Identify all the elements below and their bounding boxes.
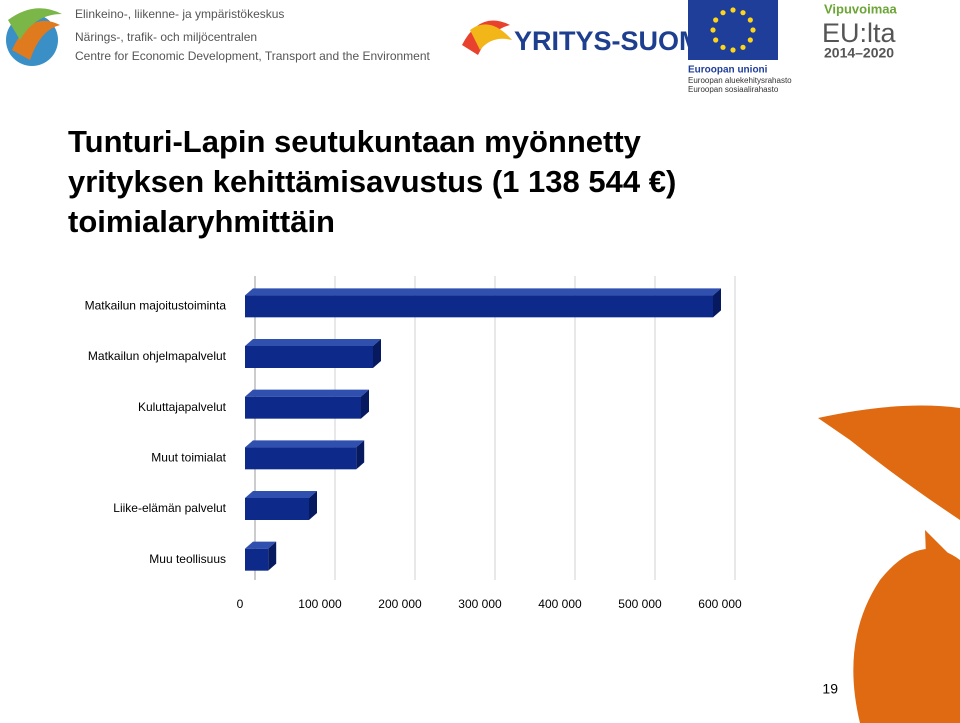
bar-top [245, 389, 369, 397]
bar-top [245, 440, 365, 448]
logo-text: Elinkeino-, liikenne- ja ympäristökeskus [75, 7, 284, 21]
logo-text: Närings-, trafik- och miljöcentralen [75, 30, 257, 44]
vipuvoimaa-logo: Vipuvoimaa EU:lta 2014–2020 [822, 1, 898, 60]
yritys-suomi-logo: YRITYS-SUOMI [462, 20, 709, 56]
eu-star [720, 10, 726, 16]
x-tick-label: 300 000 [458, 597, 502, 611]
eu-star [720, 44, 726, 50]
bar-side [268, 541, 277, 571]
eu-star [740, 10, 746, 16]
logo-shape [8, 8, 62, 40]
eu-star [710, 27, 716, 33]
x-tick-label: 100 000 [298, 597, 342, 611]
eu-star [730, 7, 736, 13]
logo-text: 2014–2020 [824, 45, 894, 61]
y-tick-label: Liike-elämän palvelut [113, 501, 226, 515]
bar-top [245, 288, 721, 296]
logo-text: Euroopan aluekehitysrahasto [688, 76, 792, 85]
y-tick-label: Kuluttajapalvelut [138, 400, 227, 414]
logo-text: Centre for Economic Development, Transpo… [75, 49, 431, 63]
title-line: Tunturi-Lapin seutukuntaan myönnetty [68, 124, 642, 159]
eu-logo: Euroopan unioni Euroopan aluekehitysraha… [688, 0, 792, 94]
eu-star [747, 17, 753, 23]
eu-star [713, 37, 719, 43]
eu-star [713, 17, 719, 23]
decoration [818, 405, 960, 723]
bar-side [309, 491, 317, 520]
bar [245, 498, 309, 520]
logo-text: Euroopan unioni [688, 65, 768, 76]
ely-logo: Elinkeino-, liikenne- ja ympäristökeskus… [6, 7, 431, 66]
y-tick-label: Muut toimialat [151, 451, 226, 465]
logo-text: Vipuvoimaa [824, 1, 898, 16]
logo-shape [470, 24, 512, 50]
bar [245, 548, 269, 571]
bar-side [713, 288, 721, 318]
logo-text: EU:lta [822, 18, 897, 48]
eu-star [740, 44, 746, 50]
page-number: 19 [822, 681, 838, 697]
x-tick-label: 400 000 [538, 597, 582, 611]
bar-top [245, 541, 277, 549]
logo-text: YRITYS-SUOMI [514, 26, 709, 56]
bar-chart: 0 100 000 200 000 300 000 400 000 500 000 600 … [85, 276, 742, 611]
bar-side [356, 440, 365, 470]
bar-side [373, 339, 381, 368]
eu-star [750, 27, 756, 33]
bar [245, 396, 361, 419]
orange-shape [915, 530, 960, 723]
eu-star [730, 47, 736, 53]
x-tick-label: 500 000 [618, 597, 662, 611]
logo-text: Euroopan sosiaalirahasto [688, 85, 779, 94]
logo-shape [12, 20, 60, 61]
bar [245, 346, 373, 368]
bar [245, 447, 357, 470]
y-tick-label: Matkailun majoitustoiminta [85, 299, 227, 313]
x-tick-label: 0 [237, 597, 244, 611]
bar-side [361, 389, 369, 419]
title-line: yrityksen kehittämisavustus (1 138 544 €… [68, 164, 676, 199]
bar-top [245, 339, 381, 346]
x-tick-label: 600 000 [698, 597, 742, 611]
title-line: toimialaryhmittäin [68, 204, 335, 239]
y-tick-label: Muu teollisuus [149, 552, 226, 566]
y-tick-label: Matkailun ohjelmapalvelut [88, 349, 227, 363]
bar-top [245, 491, 317, 498]
eu-star [747, 37, 753, 43]
bar [245, 295, 713, 318]
x-tick-label: 200 000 [378, 597, 422, 611]
